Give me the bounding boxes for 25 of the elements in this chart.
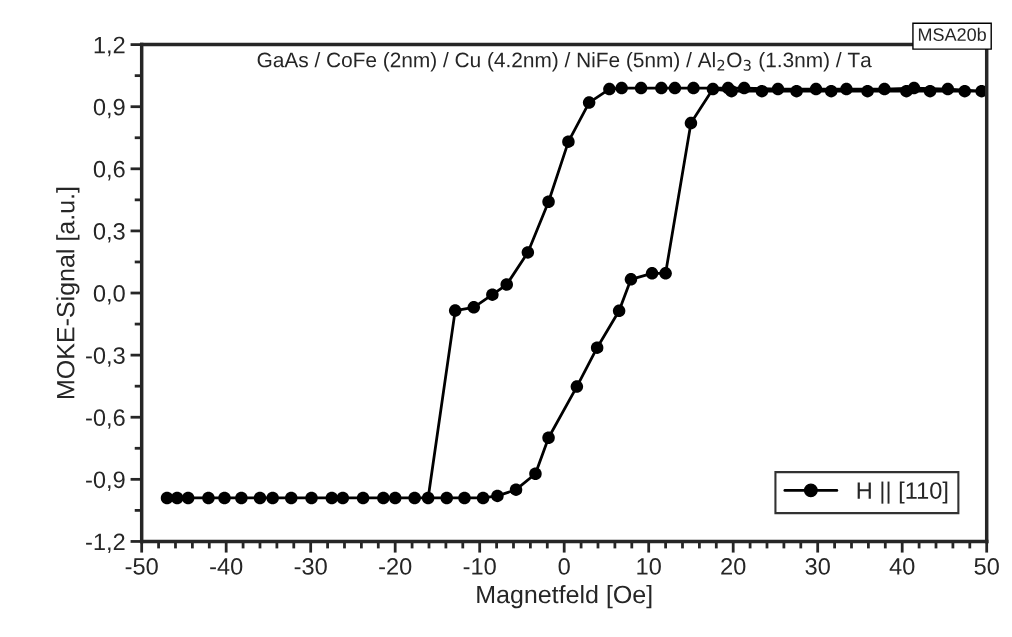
x-tick-label: 40 [889, 558, 915, 575]
chart-title: GaAs / CoFe (2nm) / Cu (4.2nm) / NiFe (5nm) / Al$_{2}$O$_{3}$ (1.3nm) / Ta [257, 52, 872, 72]
y-tick-label: 0,9 [93, 98, 125, 119]
y-tick-label: 0,6 [93, 160, 125, 181]
x-axis-title: Magnetfeld [Oe] [477, 584, 652, 609]
y-tick-label: -0,3 [86, 347, 125, 367]
x-tick-label: 0 [558, 558, 570, 575]
x-tick-label: 20 [721, 558, 746, 575]
x-tick-label: -20 [379, 558, 412, 575]
y-tick-label: -0,6 [86, 409, 125, 429]
y-tick-label: 1,2 [94, 36, 125, 57]
x-tick-label: -40 [210, 558, 243, 575]
x-tick-label: 50 [974, 558, 999, 575]
y-axis-title: MOKE-Signal [a.u.] [56, 187, 80, 398]
text: MSA20b [918, 27, 986, 42]
y-tick-label: -1,2 [86, 533, 125, 554]
x-tick-label: 10 [637, 558, 661, 575]
y-tick-label: 0,0 [93, 285, 125, 305]
x-tick-label: -10 [463, 558, 496, 575]
legend-label: H || [110] [857, 481, 948, 504]
x-tick-label: -30 [294, 558, 327, 575]
y-tick-label: -0,9 [86, 471, 125, 491]
y-tick-label: 0,3 [93, 222, 125, 243]
x-tick-label: 30 [805, 558, 830, 575]
x-tick-label: -50 [125, 558, 158, 575]
